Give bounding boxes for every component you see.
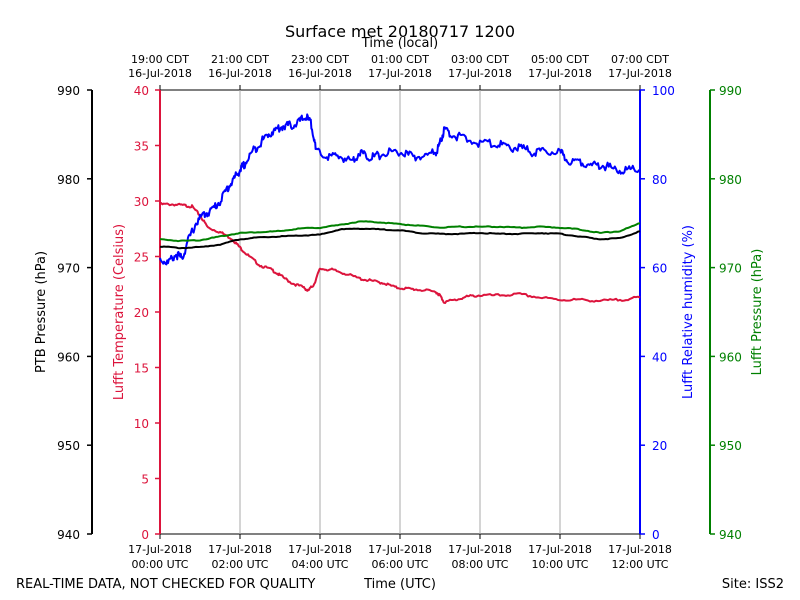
x-tick-label-time: 06:00 UTC [371,558,428,571]
y-tick-label-rh: 0 [652,528,660,542]
y-tick-label-rh: 40 [652,350,667,364]
top-tick-label-date: 17-Jul-2018 [448,67,512,80]
y-tick-label-lp: 990 [719,84,742,98]
y-tick-label-temp: 20 [134,306,149,320]
y-tick-label-temp: 10 [134,417,149,431]
top-axis-title: Time (local) [361,36,438,51]
top-tick-label-time: 21:00 CDT [211,53,269,66]
y-tick-label-rh: 80 [652,173,667,187]
y-tick-label-ptb: 950 [57,439,80,453]
series-line-rh [159,113,641,266]
y-tick-label-ptb: 990 [57,84,80,98]
series-line-ptb [159,227,641,250]
y-axis-title-temp: Lufft Temperature (Celsius) [112,224,127,400]
top-tick-label-date: 17-Jul-2018 [368,67,432,80]
top-tick-label-time: 05:00 CDT [531,53,589,66]
top-tick-label-time: 03:00 CDT [451,53,509,66]
y-tick-label-temp: 35 [134,140,149,154]
top-tick-label-date: 17-Jul-2018 [528,67,592,80]
x-tick-label-date: 17-Jul-2018 [528,543,592,556]
footer-site: Site: ISS2 [722,577,784,592]
top-tick-label-date: 17-Jul-2018 [608,67,672,80]
y-tick-label-temp: 5 [141,473,149,487]
y-tick-label-ptb: 940 [57,528,80,542]
x-tick-label-time: 10:00 UTC [531,558,588,571]
y-axis-title-ptb: PTB Pressure (hPa) [34,251,49,373]
plot-area: 17-Jul-2018 00:00 UTC 17-Jul-2018 02:00 UTC… [34,53,765,571]
y-tick-label-ptb: 960 [57,350,80,364]
top-tick-label-time: 07:00 CDT [611,53,669,66]
x-tick-label-time: 02:00 UTC [211,558,268,571]
x-tick-label-date: 17-Jul-2018 [288,543,352,556]
y-axis-title-rh: Lufft Relative humidity (%) [681,225,696,399]
x-tick-label-time: 00:00 UTC [131,558,188,571]
top-tick-label-date: 16-Jul-2018 [208,67,272,80]
series-line-lp [159,220,641,243]
top-tick-label-date: 16-Jul-2018 [128,67,192,80]
y-tick-label-temp: 0 [141,528,149,542]
x-axis-title: Time (UTC) [363,577,436,592]
chart-title: Surface met 20180717 1200 [285,22,515,41]
x-tick-label-date: 17-Jul-2018 [448,543,512,556]
y-tick-label-lp: 980 [719,173,742,187]
x-tick-label-date: 17-Jul-2018 [208,543,272,556]
y-tick-label-lp: 950 [719,439,742,453]
x-tick-label-time: 04:00 UTC [291,558,348,571]
footer-disclaimer: REAL-TIME DATA, NOT CHECKED FOR QUALITY [16,577,315,592]
y-tick-label-rh: 100 [652,84,675,98]
y-tick-label-ptb: 970 [57,262,80,276]
y-axis-title-lp: Lufft Pressure (hPa) [750,249,765,376]
x-tick-label-date: 17-Jul-2018 [368,543,432,556]
y-tick-label-lp: 960 [719,350,742,364]
y-tick-label-temp: 25 [134,251,149,265]
y-tick-label-rh: 20 [652,439,667,453]
y-tick-label-temp: 30 [134,195,149,209]
y-tick-label-rh: 60 [652,262,667,276]
x-tick-label-date: 17-Jul-2018 [128,543,192,556]
x-tick-label-time: 12:00 UTC [611,558,668,571]
y-tick-label-temp: 15 [134,362,149,376]
x-tick-label-time: 08:00 UTC [451,558,508,571]
top-tick-label-time: 01:00 CDT [371,53,429,66]
x-tick-label-date: 17-Jul-2018 [608,543,672,556]
y-tick-label-lp: 940 [719,528,742,542]
y-tick-label-temp: 40 [134,84,149,98]
y-tick-label-lp: 970 [719,262,742,276]
top-tick-label-date: 16-Jul-2018 [288,67,352,80]
top-tick-label-time: 23:00 CDT [291,53,349,66]
y-tick-label-ptb: 980 [57,173,80,187]
top-tick-label-time: 19:00 CDT [131,53,189,66]
